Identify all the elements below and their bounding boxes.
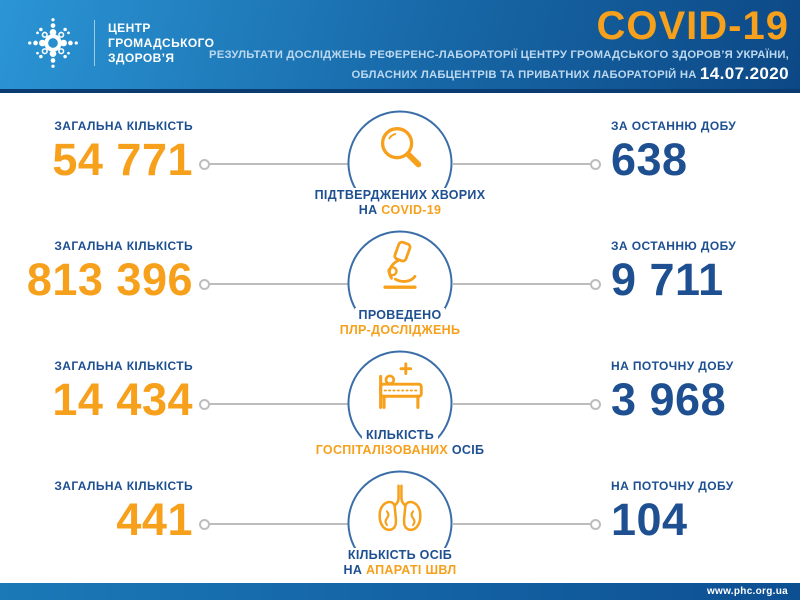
report-date: 14.07.2020 (699, 63, 789, 83)
total-label: ЗАГАЛЬНА КІЛЬКІСТЬ (54, 119, 193, 133)
subtitle-line2: ОБЛАСНИХ ЛАБЦЕНТРІВ ТА ПРИВАТНИХ ЛАБОРАТ… (351, 68, 700, 81)
microscope-icon (383, 240, 417, 289)
daily-block: НА ПОТОЧНУ ДОБУ 3 968 (611, 359, 796, 423)
logo-line1: ЦЕНТР (108, 20, 151, 35)
connector-right (452, 278, 601, 290)
daily-label: ЗА ОСТАННЮ ДОБУ (611, 119, 737, 133)
total-value: 441 (116, 494, 193, 545)
footer-bar: www.phc.org.ua (0, 583, 800, 600)
node-label-line2: ГОСПІТАЛІЗОВАНИХ ОСІБ (247, 441, 553, 459)
stat-row-confirmed: ЗАГАЛЬНА КІЛЬКІСТЬ 54 771 ПІДТВЕРДЖЕНИХ … (0, 103, 800, 223)
node-label-line2: НА АПАРАТІ ШВЛ (247, 561, 553, 579)
total-value: 14 434 (52, 374, 193, 425)
connector-right (452, 518, 601, 530)
logo-divider (94, 20, 95, 66)
connector-line (452, 163, 590, 165)
lungs-icon (378, 484, 422, 532)
daily-value: 104 (611, 494, 688, 545)
connector-ring-icon (199, 278, 210, 290)
connector-ring-icon (590, 158, 601, 170)
connector-line (452, 283, 590, 285)
daily-label: ЗА ОСТАННЮ ДОБУ (611, 239, 737, 253)
node-label-line1: КІЛЬКІСТЬ (247, 426, 553, 444)
daily-value: 9 711 (611, 254, 724, 305)
node-label-line1: ПІДТВЕРДЖЕНИХ ХВОРИХ (247, 186, 553, 204)
connector-line (452, 523, 590, 525)
connector-ring-icon (199, 398, 210, 410)
connector-ring-icon (590, 278, 601, 290)
hospital-bed-icon (379, 362, 423, 409)
connector-right (452, 158, 601, 170)
connector-ring-icon (590, 518, 601, 530)
center-node: ПРОВЕДЕНО ПЛР-ДОСЛІДЖЕНЬ (335, 230, 465, 338)
total-label: ЗАГАЛЬНА КІЛЬКІСТЬ (54, 479, 193, 493)
stat-row-ventilated: ЗАГАЛЬНА КІЛЬКІСТЬ 441 КІЛЬКІСТЬ ОСІБ (0, 463, 800, 583)
connector-left (199, 158, 348, 170)
total-block: ЗАГАЛЬНА КІЛЬКІСТЬ 813 396 (0, 239, 193, 303)
connector-ring-icon (590, 398, 601, 410)
connector-line (210, 283, 348, 285)
page-title: COVID-19 (596, 4, 789, 48)
logo-wordmark: ЦЕНТР ГРОМАДСЬКОГО ЗДОРОВ’Я (108, 21, 214, 66)
node-label-line1: ПРОВЕДЕНО (247, 306, 553, 324)
logo-line3: ЗДОРОВ’Я (108, 50, 175, 65)
connector-line (452, 403, 590, 405)
center-node: ПІДТВЕРДЖЕНИХ ХВОРИХ НА COVID-19 (310, 110, 490, 218)
header-titles: COVID-19 РЕЗУЛЬТАТИ ДОСЛІДЖЕНЬ РЕФЕРЕНС-… (209, 5, 789, 84)
daily-block: ЗА ОСТАННЮ ДОБУ 638 (611, 119, 796, 183)
magnifier-icon (380, 127, 422, 168)
center-node: КІЛЬКІСТЬ ОСІБ НА АПАРАТІ ШВЛ (339, 470, 461, 578)
connector-ring-icon (199, 158, 210, 170)
total-block: ЗАГАЛЬНА КІЛЬКІСТЬ 54 771 (0, 119, 193, 183)
connector-line (210, 163, 348, 165)
connector-line (210, 403, 348, 405)
connector-left (199, 278, 348, 290)
total-value: 813 396 (26, 254, 193, 305)
daily-label: НА ПОТОЧНУ ДОБУ (611, 479, 734, 493)
total-value: 54 771 (52, 134, 193, 185)
total-label: ЗАГАЛЬНА КІЛЬКІСТЬ (54, 359, 193, 373)
connector-right (452, 398, 601, 410)
total-label: ЗАГАЛЬНА КІЛЬКІСТЬ (54, 239, 193, 253)
phc-logo: ЦЕНТР ГРОМАДСЬКОГО ЗДОРОВ’Я (22, 10, 214, 76)
node-label-line1: КІЛЬКІСТЬ ОСІБ (247, 546, 553, 564)
website-url: www.phc.org.ua (706, 586, 788, 597)
phc-dotted-emblem-icon (28, 18, 78, 68)
logo-line2: ГРОМАДСЬКОГО (108, 35, 215, 50)
header-banner: ЦЕНТР ГРОМАДСЬКОГО ЗДОРОВ’Я COVID-19 РЕЗ… (0, 0, 800, 93)
daily-block: ЗА ОСТАННЮ ДОБУ 9 711 (611, 239, 796, 303)
subtitle-line1: РЕЗУЛЬТАТИ ДОСЛІДЖЕНЬ РЕФЕРЕНС-ЛАБОРАТОР… (209, 49, 789, 61)
connector-left (199, 398, 348, 410)
subtitle: РЕЗУЛЬТАТИ ДОСЛІДЖЕНЬ РЕФЕРЕНС-ЛАБОРАТОР… (209, 47, 789, 84)
connector-left (199, 518, 348, 530)
center-node: КІЛЬКІСТЬ ГОСПІТАЛІЗОВАНИХ ОСІБ (311, 350, 489, 458)
connector-ring-icon (199, 518, 210, 530)
node-label-line2: НА COVID-19 (247, 201, 553, 219)
connector-line (210, 523, 348, 525)
stat-row-hospitalized: ЗАГАЛЬНА КІЛЬКІСТЬ 14 434 КІЛЬКІСТЬ Г (0, 343, 800, 463)
daily-value: 3 968 (611, 374, 727, 425)
daily-label: НА ПОТОЧНУ ДОБУ (611, 359, 734, 373)
total-block: ЗАГАЛЬНА КІЛЬКІСТЬ 441 (0, 479, 193, 543)
stat-row-pcr-tests: ЗАГАЛЬНА КІЛЬКІСТЬ 813 396 ПРОВЕДЕНО ПЛР… (0, 223, 800, 343)
node-label-line2: ПЛР-ДОСЛІДЖЕНЬ (247, 321, 553, 339)
total-block: ЗАГАЛЬНА КІЛЬКІСТЬ 14 434 (0, 359, 193, 423)
daily-value: 638 (611, 134, 688, 185)
daily-block: НА ПОТОЧНУ ДОБУ 104 (611, 479, 796, 543)
